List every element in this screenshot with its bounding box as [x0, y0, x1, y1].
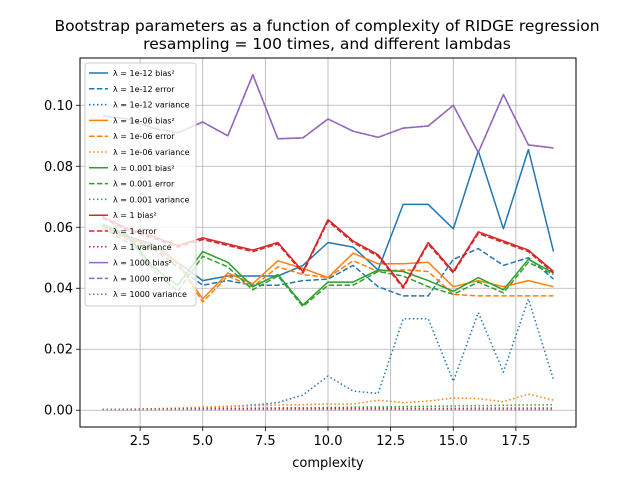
- x-tick-label: 17.5: [501, 434, 530, 449]
- y-tick-label: 0.08: [44, 160, 73, 175]
- series-line-1: [102, 226, 554, 297]
- legend-entry-5: λ = 1e-06 variance: [113, 148, 190, 157]
- legend-entry-10: λ = 1 error: [113, 227, 157, 236]
- y-tick-label: 0.06: [44, 221, 73, 236]
- x-axis-label: complexity: [292, 456, 364, 471]
- y-tick-label: 0.04: [44, 282, 73, 297]
- x-tick-label: 10.0: [314, 434, 343, 449]
- x-tick-label: 2.5: [130, 434, 151, 449]
- series-line-2: [102, 298, 555, 411]
- legend-entry-4: λ = 1e-06 error: [113, 132, 175, 141]
- y-tick-label: 0.00: [44, 404, 73, 419]
- x-tick-label: 15.0: [439, 434, 468, 449]
- legend-entry-6: λ = 0.001 bias²: [113, 164, 175, 173]
- legend-entry-9: λ = 1 bias²: [113, 211, 157, 220]
- y-tick-label: 0.02: [44, 343, 73, 358]
- legend-entry-11: λ = 1 variance: [113, 243, 172, 252]
- series-line-7: [102, 225, 554, 308]
- legend-entry-2: λ = 1e-12 variance: [113, 101, 190, 110]
- legend-entry-8: λ = 0.001 variance: [113, 195, 189, 204]
- legend: λ = 1e-12 bias² λ = 1e-12 error λ = 1e-12 …: [84, 62, 197, 307]
- x-tick-label: 12.5: [376, 434, 405, 449]
- legend-entry-12: λ = 1000 bias²: [113, 259, 172, 268]
- y-tick-label: 0.10: [44, 99, 73, 114]
- axis-ticks: 2.5 5.0 7.5 10.0 12.5 15.0 17.5 0.00 0.02 0.04 0.0…: [44, 99, 530, 449]
- x-tick-label: 5.0: [192, 434, 213, 449]
- legend-entry-14: λ = 1000 variance: [113, 290, 187, 299]
- chart-subtitle: resampling = 100 times, and different la…: [143, 35, 511, 53]
- legend-entry-0: λ = 1e-12 bias²: [113, 69, 175, 78]
- legend-entry-3: λ = 1e-06 bias²: [113, 116, 175, 125]
- legend-entry-1: λ = 1e-12 error: [113, 85, 175, 94]
- legend-box: [84, 62, 197, 307]
- legend-entry-13: λ = 1000 error: [113, 274, 173, 283]
- series-line-13: [102, 74, 554, 154]
- chart-title: Bootstrap parameters as a function of co…: [54, 17, 599, 35]
- legend-entry-7: λ = 0.001 error: [113, 180, 175, 189]
- series-line-5: [102, 393, 554, 411]
- x-tick-label: 7.5: [255, 434, 276, 449]
